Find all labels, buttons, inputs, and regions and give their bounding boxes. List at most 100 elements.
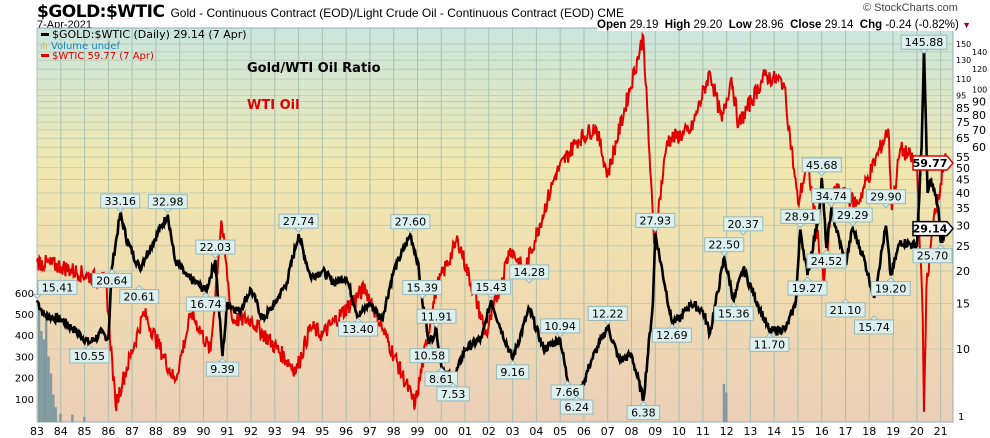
price-label: 6.38 [626, 400, 661, 421]
price-label: 25.70 [912, 244, 953, 264]
label-box [825, 302, 866, 318]
ratio-last-value-tag-text: 29.14 [913, 223, 948, 236]
x-tick-label: 07 [601, 425, 615, 438]
label-box [811, 188, 852, 204]
label-box [780, 208, 821, 224]
legend-oil: $WTIC 59.77 (7 Apr) [52, 51, 154, 62]
label-text: 14.28 [513, 266, 545, 279]
label-box [723, 216, 764, 232]
chg-value: -0.24 (-0.82%) [885, 19, 959, 31]
label-text: 33.16 [104, 195, 136, 208]
price-label: 8.61 [424, 367, 458, 387]
y-tick-label: 60 [972, 141, 986, 154]
chg-label: Chg [859, 19, 883, 31]
x-tick-label: 98 [387, 425, 401, 438]
label-text: 20.64 [96, 274, 128, 287]
label-box [495, 364, 530, 380]
price-label: 11.70 [749, 332, 790, 352]
brand-link[interactable]: © StockCharts.com [863, 2, 958, 14]
label-text: 19.20 [875, 283, 907, 296]
label-box [416, 308, 457, 324]
label-box [900, 34, 948, 50]
label-text: 21.10 [830, 304, 862, 317]
label-text: 24.52 [811, 255, 843, 268]
y-tick-label: 140 [972, 48, 987, 57]
x-tick-label: 04 [529, 425, 543, 438]
label-box [806, 253, 847, 269]
x-tick-label: 90 [196, 425, 210, 438]
oil-legend-swatch [41, 54, 49, 57]
price-label: 14.28 [509, 264, 550, 284]
label-pointer [31, 293, 43, 300]
label-box [147, 194, 188, 210]
symbol-title: $GOLD:$WTIC [37, 2, 165, 22]
price-label: 10.94 [540, 318, 581, 338]
price-label: 15.43 [471, 279, 512, 299]
volume-tick-label: 300 [15, 352, 34, 363]
label-box [651, 327, 692, 343]
y-tick-label: 110 [956, 75, 971, 84]
high-value: 29.20 [693, 19, 723, 31]
price-label: 10.55 [69, 344, 110, 364]
price-label: 20.37 [723, 216, 764, 236]
x-tick-label: 20 [910, 425, 924, 438]
label-box [832, 207, 873, 223]
volume-bar [54, 407, 57, 422]
y-tick-label: 50 [956, 162, 970, 175]
label-box [550, 384, 584, 400]
low-value: 28.96 [754, 19, 784, 31]
label-text: 20.61 [124, 291, 156, 304]
label-box [409, 348, 450, 364]
y-tick-label: 45 [956, 174, 970, 187]
x-tick-label: 09 [648, 425, 662, 438]
label-text: 10.55 [74, 350, 106, 363]
x-tick-label: 11 [696, 425, 710, 438]
label-box [540, 318, 581, 334]
y-tick-label: 75 [956, 116, 970, 129]
label-box [870, 281, 911, 297]
open-value: 29.19 [629, 19, 659, 31]
price-label: 27.93 [635, 212, 676, 233]
label-text: 15.41 [42, 281, 74, 294]
label-box [278, 213, 319, 229]
ratio-series-line [35, 47, 949, 405]
label-text: 25.70 [917, 250, 949, 263]
down-triangle-icon[interactable]: ▼ [962, 20, 971, 30]
label-box [390, 214, 431, 230]
x-tick-label: 99 [410, 425, 424, 438]
y-tick-label: 10 [956, 343, 970, 356]
y-tick-label: 25 [956, 240, 970, 253]
price-label: 22.03 [195, 239, 236, 259]
x-tick-label: 88 [149, 425, 163, 438]
price-label: 24.52 [806, 249, 847, 269]
price-label: 28.91 [780, 208, 821, 229]
label-text: 11.70 [754, 338, 786, 351]
label-text: 12.22 [592, 307, 624, 320]
x-tick-label: 21 [934, 425, 948, 438]
label-text: 34.74 [816, 190, 848, 203]
volume-bar [37, 303, 41, 422]
x-tick-label: 15 [791, 425, 805, 438]
price-label: 20.64 [91, 268, 132, 288]
volume-bar [49, 373, 53, 422]
oil-annotation: WTI Oil [247, 98, 300, 113]
x-tick-label: 03 [506, 425, 520, 438]
y-tick-label: 150 [956, 40, 971, 49]
label-text: 9.16 [500, 366, 525, 379]
volume-bar [42, 339, 46, 422]
label-box [854, 319, 895, 335]
close-value: 29.14 [824, 19, 854, 31]
axes: 83 84 85 86 87 88 89 90 91 92 93 94 95 96 97 98 99 00 01 02… [15, 40, 987, 438]
x-tick-label: 83 [30, 425, 44, 438]
price-label: 6.24 [560, 395, 594, 415]
label-box [424, 371, 458, 387]
label-text: 32.98 [152, 196, 184, 209]
label-text: 15.43 [475, 281, 507, 294]
x-tick-label: 18 [862, 425, 876, 438]
price-label: 34.74 [811, 188, 852, 208]
price-label: 19.27 [787, 276, 828, 296]
label-text: 29.90 [870, 191, 902, 204]
x-tick-label: 02 [482, 425, 496, 438]
x-tick-label: 01 [458, 425, 472, 438]
